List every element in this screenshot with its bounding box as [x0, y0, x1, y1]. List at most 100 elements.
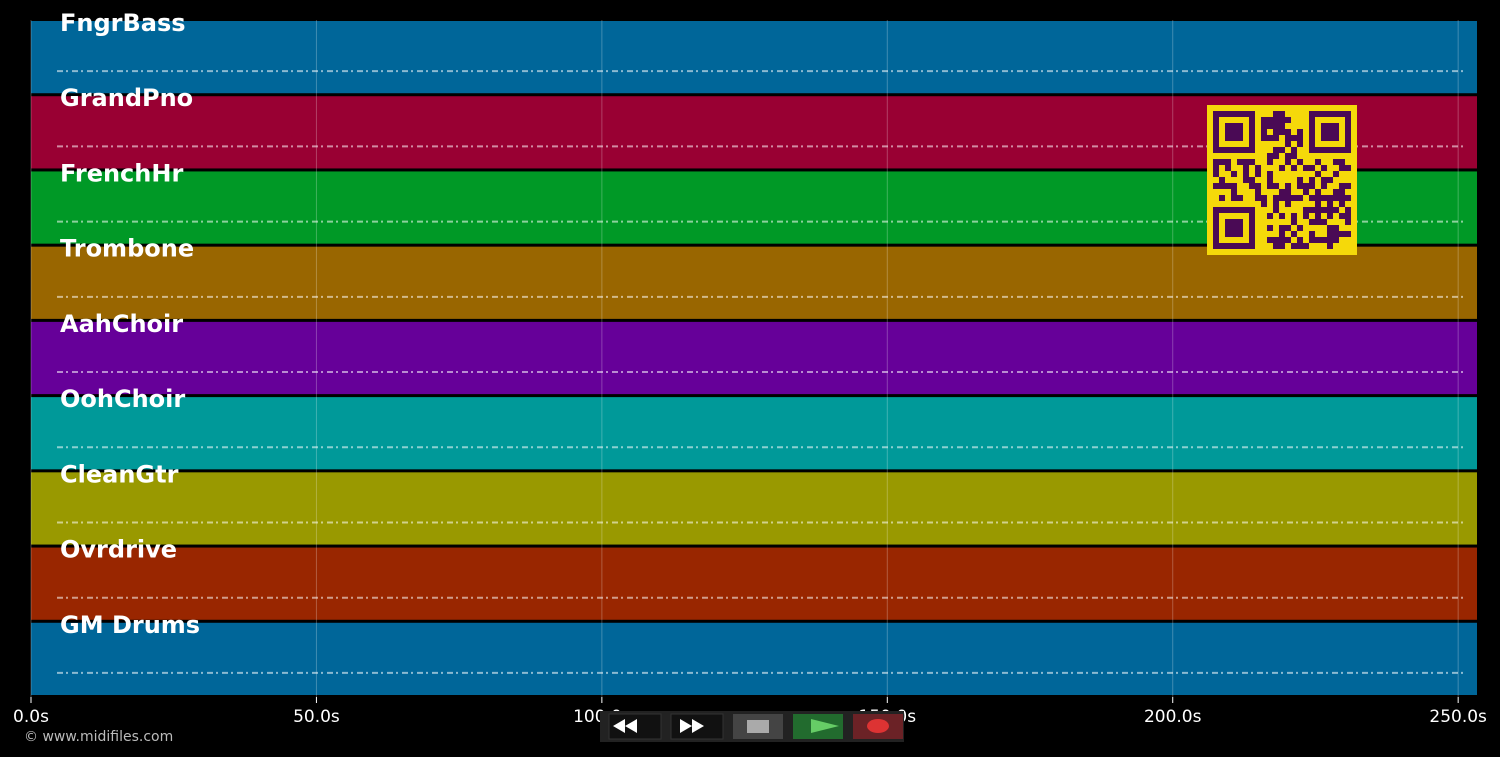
qr-module	[1273, 117, 1279, 123]
play-button[interactable]	[793, 714, 843, 739]
qr-module	[1315, 201, 1321, 207]
qr-module	[1285, 195, 1291, 201]
qr-module	[1285, 153, 1291, 159]
qr-module	[1333, 231, 1339, 237]
track-name: CleanGtr	[60, 460, 179, 488]
qr-module	[1339, 165, 1345, 171]
qr-module	[1345, 195, 1351, 201]
grid	[30, 20, 1459, 697]
track-lane	[31, 21, 1477, 94]
qr-module	[1297, 183, 1303, 189]
forward-button[interactable]	[670, 713, 724, 740]
qr-module	[1345, 207, 1351, 213]
qr-module	[1267, 117, 1273, 123]
qr-module	[1345, 183, 1351, 189]
qr-module	[1261, 201, 1267, 207]
qr-module	[1309, 207, 1315, 213]
qr-module	[1339, 213, 1345, 219]
qr-module	[1255, 171, 1261, 177]
qr-module	[1321, 177, 1327, 183]
qr-module	[1297, 141, 1303, 147]
qr-module	[1303, 243, 1309, 249]
playback-controls	[600, 711, 904, 742]
qr-module	[1345, 165, 1351, 171]
button[interactable]	[670, 713, 724, 740]
qr-module	[1315, 189, 1321, 195]
qr-module	[1315, 213, 1321, 219]
qr-module	[1267, 177, 1273, 183]
qr-module	[1225, 165, 1231, 171]
qr-module	[1267, 123, 1273, 129]
qr-module	[1291, 147, 1297, 153]
qr-module	[1279, 123, 1285, 129]
qr-module	[1225, 159, 1231, 165]
record-button[interactable]	[853, 714, 903, 739]
qr-module	[1327, 225, 1333, 231]
qr-module	[1303, 207, 1309, 213]
track-lane	[31, 547, 1477, 620]
qr-module	[1315, 159, 1321, 165]
track-name: GrandPno	[60, 84, 193, 112]
qr-module	[1261, 135, 1267, 141]
qr-module	[1339, 159, 1345, 165]
rewind-button[interactable]	[608, 713, 662, 740]
qr-module	[1249, 159, 1255, 165]
qr-module	[1219, 183, 1225, 189]
qr-module	[1333, 159, 1339, 165]
qr-module	[1279, 147, 1285, 153]
qr-module	[1219, 159, 1225, 165]
qr-module	[1243, 177, 1249, 183]
qr-module	[1333, 237, 1339, 243]
qr-module	[1339, 195, 1345, 201]
qr-module	[1321, 207, 1327, 213]
qr-module	[1279, 231, 1285, 237]
icon	[747, 720, 769, 733]
track-lane	[31, 321, 1477, 395]
qr-module	[1303, 189, 1309, 195]
qr-module	[1315, 171, 1321, 177]
track-name: Trombone	[60, 235, 194, 263]
qr-finder	[1225, 123, 1243, 141]
icon	[680, 719, 704, 733]
qr-module	[1345, 231, 1351, 237]
track-name: AahChoir	[60, 310, 183, 338]
qr-module	[1333, 195, 1339, 201]
track-name: OohChoir	[60, 385, 185, 413]
qr-module	[1219, 195, 1225, 201]
qr-module	[1213, 159, 1219, 165]
qr-module	[1231, 189, 1237, 195]
qr-module	[1333, 225, 1339, 231]
qr-module	[1297, 237, 1303, 243]
qr-module	[1279, 213, 1285, 219]
qr-module	[1327, 231, 1333, 237]
track-lane	[31, 472, 1477, 545]
qr-module	[1231, 195, 1237, 201]
qr-module	[1279, 225, 1285, 231]
x-tick-label: 50.0s	[293, 707, 340, 727]
qr-module	[1273, 129, 1279, 135]
qr-module	[1243, 165, 1249, 171]
qr-module	[1243, 171, 1249, 177]
qr-module	[1291, 243, 1297, 249]
qr-module	[1297, 195, 1303, 201]
qr-module	[1279, 129, 1285, 135]
qr-module	[1237, 159, 1243, 165]
qr-module	[1333, 171, 1339, 177]
qr-module	[1321, 183, 1327, 189]
qr-module	[1213, 165, 1219, 171]
qr-module	[1285, 225, 1291, 231]
qr-module	[1327, 213, 1333, 219]
qr-module	[1321, 195, 1327, 201]
qr-module	[1309, 177, 1315, 183]
stop-button[interactable]	[733, 714, 783, 739]
qr-module	[1267, 135, 1273, 141]
qr-module	[1321, 165, 1327, 171]
qr-module	[1273, 183, 1279, 189]
qr-module	[1285, 117, 1291, 123]
qr-module	[1219, 177, 1225, 183]
qr-module	[1291, 219, 1297, 225]
qr-module	[1291, 213, 1297, 219]
qr-module	[1231, 171, 1237, 177]
